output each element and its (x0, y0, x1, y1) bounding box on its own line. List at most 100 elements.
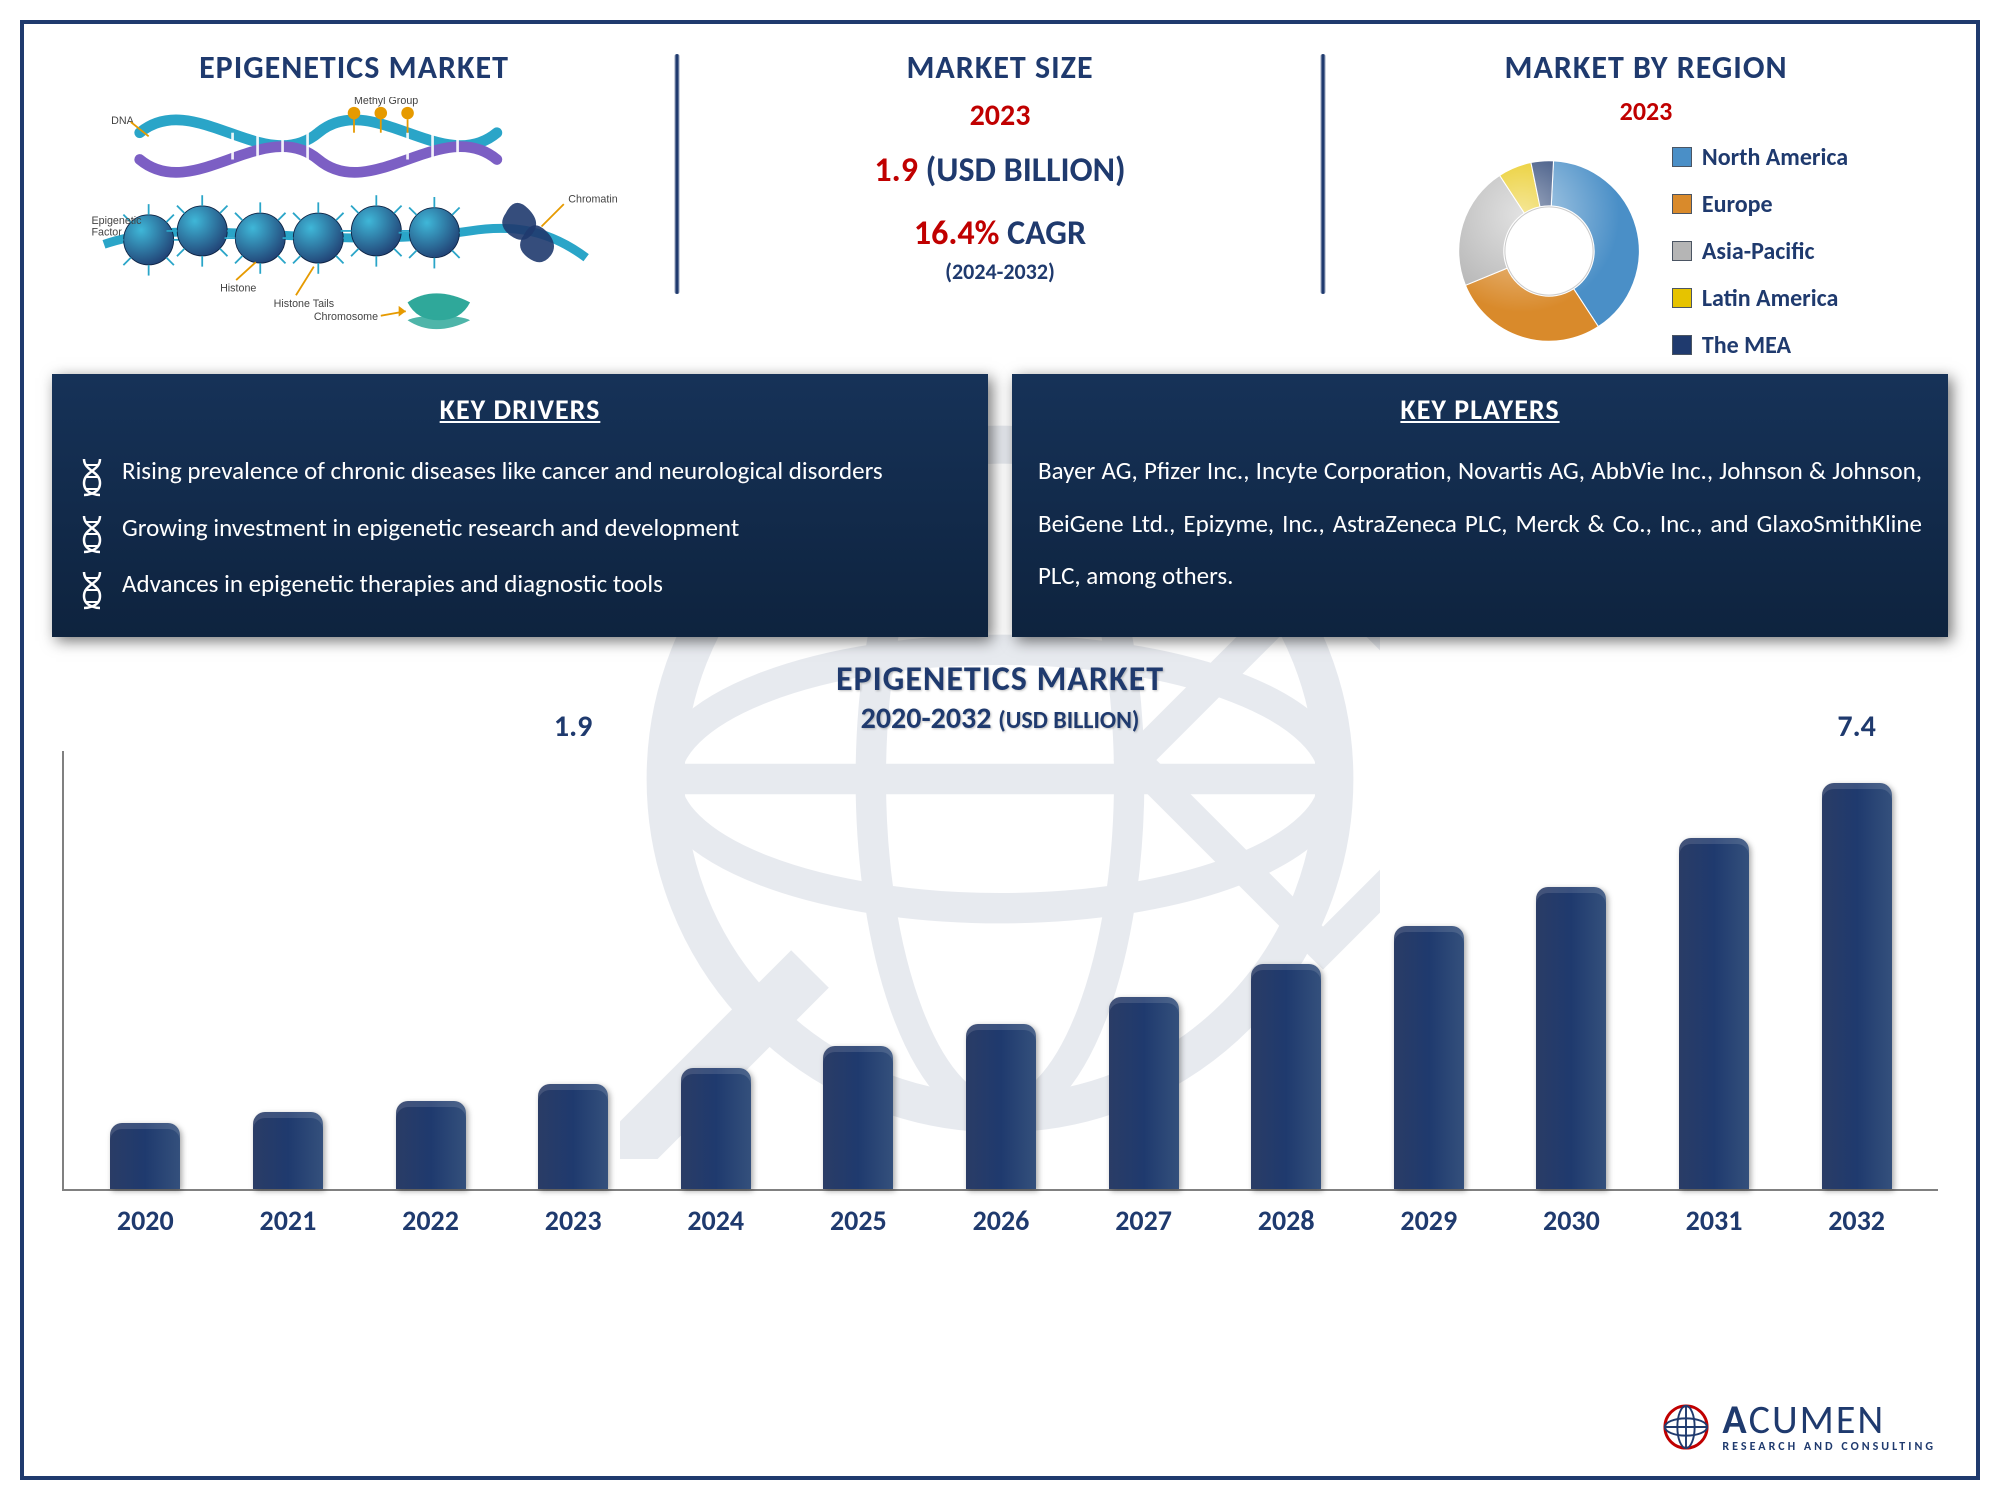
bar-chart-range: 2020-2032 (861, 700, 992, 737)
bar-column (787, 751, 930, 1189)
key-players-box: KEY PLAYERS Bayer AG, Pfizer Inc., Incyt… (1012, 374, 1948, 637)
vertical-divider (674, 54, 680, 294)
xaxis-tick: 2026 (930, 1203, 1073, 1238)
xaxis-tick: 2025 (787, 1203, 930, 1238)
bar (1822, 783, 1892, 1188)
bar (1536, 887, 1606, 1188)
bar (253, 1112, 323, 1189)
bar-value-label: 7.4 (1837, 708, 1875, 745)
xaxis-tick: 2020 (74, 1203, 217, 1238)
bar-column (1072, 751, 1215, 1189)
xaxis-tick: 2022 (359, 1203, 502, 1238)
svg-text:DNA: DNA (111, 115, 134, 127)
driver-text: Advances in epigenetic therapies and dia… (122, 558, 663, 611)
vertical-divider (1320, 54, 1326, 294)
market-cagr-label: CAGR (1007, 213, 1086, 254)
legend-item: Asia-Pacific (1672, 237, 1848, 266)
region-legend: North America Europe Asia-Pacific Latin Ame… (1672, 143, 1848, 360)
bar (396, 1101, 466, 1189)
market-size-year: 2023 (698, 97, 1302, 134)
key-drivers-title: KEY DRIVERS (78, 392, 962, 427)
bar (823, 1046, 893, 1188)
market-size-unit: (USD BILLION) (926, 150, 1126, 191)
market-cagr-number: 16.4% (914, 213, 1000, 254)
legend-swatch (1672, 147, 1692, 167)
bar-column (930, 751, 1073, 1189)
bar-chart-unit: (USD BILLION) (998, 706, 1139, 735)
dna-icon (78, 457, 106, 493)
bar (966, 1024, 1036, 1188)
legend-label: Europe (1702, 190, 1773, 219)
bar-chart-xaxis: 2020202120222023202420252026202720282029… (64, 1203, 1938, 1238)
svg-text:Methyl Group: Methyl Group (354, 97, 418, 107)
brand-logo: ACUMEN RESEARCH AND CONSULTING (1662, 1400, 1936, 1454)
section-title-region: MARKET BY REGION (1344, 48, 1948, 87)
driver-text: Growing investment in epigenetic researc… (122, 502, 739, 555)
market-region-section: MARKET BY REGION 2023 North AmericaEurop… (1344, 48, 1948, 358)
bar-column (1357, 751, 1500, 1189)
legend-label: The MEA (1702, 331, 1791, 360)
bar-value-label: 1.9 (554, 708, 592, 745)
region-content: North America Europe Asia-Pacific Latin Ame… (1344, 131, 1948, 371)
bar-chart-title-l2: 2020-2032 (USD BILLION) (52, 700, 1948, 737)
market-cagr: 16.4% CAGR (698, 213, 1302, 254)
xaxis-tick: 2023 (502, 1203, 645, 1238)
section-title-market: EPIGENETICS MARKET (52, 48, 656, 87)
market-cagr-period: (2024-2032) (698, 258, 1302, 285)
bar-chart-plot: 1.9 7.4 (62, 751, 1938, 1191)
xaxis-tick: 2021 (217, 1203, 360, 1238)
dna-icon (78, 570, 106, 606)
driver-item: Advances in epigenetic therapies and dia… (78, 558, 962, 611)
driver-item: Growing investment in epigenetic researc… (78, 502, 962, 555)
infographic-frame: EPIGENETICS MARKET DNA Methyl Group Chroma… (20, 20, 1980, 1480)
section-title-size: MARKET SIZE (698, 48, 1302, 87)
svg-text:Chromosome: Chromosome (314, 311, 378, 323)
region-donut-chart (1444, 146, 1654, 356)
bar-chart-title-l1: EPIGENETICS MARKET (52, 659, 1948, 700)
svg-text:Histone: Histone (220, 283, 256, 295)
legend-item: The MEA (1672, 331, 1848, 360)
svg-text:Chromatin: Chromatin (568, 193, 617, 205)
bar-column (1215, 751, 1358, 1189)
xaxis-tick: 2029 (1357, 1203, 1500, 1238)
bar (1251, 964, 1321, 1188)
bar-chart-section: EPIGENETICS MARKET 2020-2032 (USD BILLIO… (52, 659, 1948, 1238)
bar-column (1500, 751, 1643, 1189)
driver-text: Rising prevalence of chronic diseases li… (122, 445, 883, 498)
legend-label: Latin America (1702, 284, 1838, 313)
brand-tagline: RESEARCH AND CONSULTING (1722, 1440, 1936, 1454)
brand-name-a: A (1722, 1395, 1748, 1444)
bar (110, 1123, 180, 1189)
bar-column (217, 751, 360, 1189)
bar (681, 1068, 751, 1188)
bar-column: 1.9 (502, 751, 645, 1189)
key-drivers-list: Rising prevalence of chronic diseases li… (78, 445, 962, 611)
bar-column (74, 751, 217, 1189)
market-illustration-section: EPIGENETICS MARKET DNA Methyl Group Chroma… (52, 48, 656, 358)
legend-swatch (1672, 335, 1692, 355)
key-players-title: KEY PLAYERS (1038, 392, 1922, 427)
driver-item: Rising prevalence of chronic diseases li… (78, 445, 962, 498)
xaxis-tick: 2028 (1215, 1203, 1358, 1238)
info-boxes-row: KEY DRIVERS Rising prevalence of chronic… (52, 374, 1948, 637)
legend-item: Latin America (1672, 284, 1848, 313)
legend-item: Europe (1672, 190, 1848, 219)
market-size-section: MARKET SIZE 2023 1.9 (USD BILLION) 16.4%… (698, 48, 1302, 358)
bar-column: 7.4 (1785, 751, 1928, 1189)
bar-column (1643, 751, 1786, 1189)
svg-text:Histone Tails: Histone Tails (274, 298, 334, 310)
brand-name-b: CUMEN (1749, 1395, 1886, 1444)
legend-label: North America (1702, 143, 1848, 172)
bar (538, 1084, 608, 1188)
xaxis-tick: 2030 (1500, 1203, 1643, 1238)
bar (1394, 926, 1464, 1189)
xaxis-tick: 2027 (1072, 1203, 1215, 1238)
market-size-value: 1.9 (USD BILLION) (698, 150, 1302, 191)
dna-icon (78, 514, 106, 550)
xaxis-tick: 2031 (1643, 1203, 1786, 1238)
xaxis-tick: 2032 (1785, 1203, 1928, 1238)
brand-text: ACUMEN RESEARCH AND CONSULTING (1722, 1400, 1936, 1454)
svg-text:Factor: Factor (92, 226, 123, 238)
bar (1109, 997, 1179, 1189)
svg-text:Epigenetic: Epigenetic (92, 215, 143, 227)
